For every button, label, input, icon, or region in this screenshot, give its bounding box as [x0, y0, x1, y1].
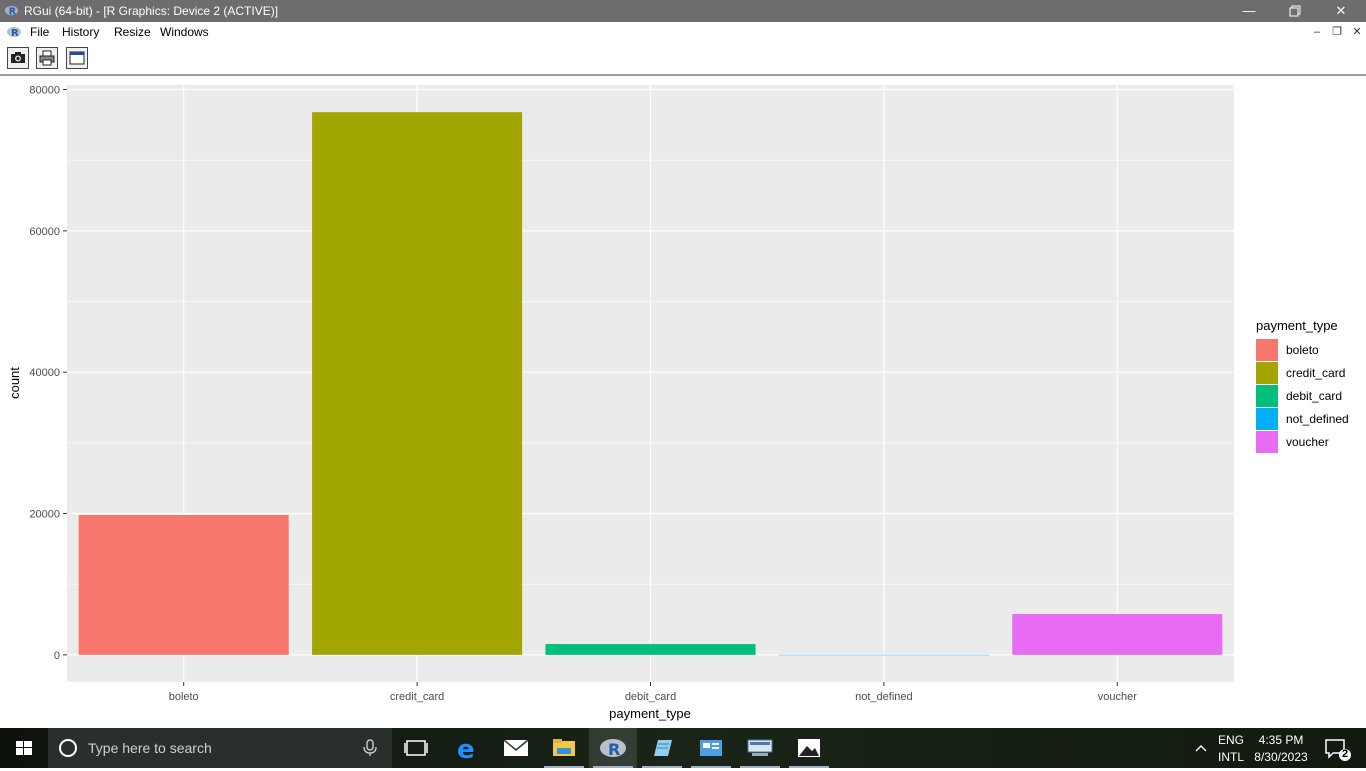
microphone-icon[interactable]	[362, 739, 378, 757]
control-panel-icon[interactable]	[687, 728, 735, 768]
language-code: ENG	[1214, 733, 1248, 747]
menu-windows[interactable]: Windows	[160, 25, 209, 39]
svg-text:R: R	[9, 6, 17, 17]
y-axis-title: count	[7, 367, 22, 399]
camera-icon[interactable]	[7, 47, 29, 69]
bar-boleto	[79, 515, 289, 655]
legend-label: credit_card	[1286, 366, 1345, 380]
task-view-icon[interactable]	[392, 728, 440, 768]
legend-key-boleto	[1256, 339, 1278, 361]
notification-center-icon[interactable]: 2	[1318, 728, 1358, 768]
toolbar	[0, 43, 1366, 76]
windows-start-icon[interactable]	[0, 728, 48, 768]
close-icon[interactable]: ✕	[1318, 0, 1364, 22]
legend-key-not-defined	[1256, 408, 1278, 430]
language-indicator[interactable]: ENG INTL	[1214, 728, 1248, 768]
printer-icon[interactable]	[36, 47, 58, 69]
window-title: RGui (64-bit) - [R Graphics: Device 2 (A…	[24, 4, 278, 18]
cortana-icon	[58, 738, 78, 758]
mdi-minimize-icon[interactable]: –	[1309, 25, 1325, 39]
notification-count: 2	[1342, 748, 1348, 760]
y-tick-label: 0	[54, 650, 60, 662]
legend-label: boleto	[1286, 343, 1319, 357]
clock-time: 4:35 PM	[1250, 733, 1312, 747]
clock[interactable]: 4:35 PM 8/30/2023	[1250, 728, 1312, 768]
taskbar-search-box[interactable]: Type here to search	[48, 728, 392, 768]
bar-credit-card	[312, 112, 522, 655]
legend-key-credit-card	[1256, 362, 1278, 384]
show-hidden-icons-chevron-icon[interactable]	[1190, 728, 1212, 768]
legend-title: payment_type	[1256, 318, 1338, 333]
x-tick-label: boleto	[169, 691, 199, 703]
y-tick-label: 80000	[29, 85, 60, 97]
legend-key-voucher	[1256, 431, 1278, 453]
legend-label: voucher	[1286, 435, 1329, 449]
mdi-restore-icon[interactable]: ❐	[1329, 25, 1345, 39]
menu-file[interactable]: File	[30, 25, 49, 39]
y-tick-label: 20000	[29, 509, 60, 521]
legend-key-debit-card	[1256, 385, 1278, 407]
edge-icon[interactable]: e	[443, 728, 491, 768]
mdi-close-icon[interactable]: ✕	[1349, 25, 1365, 39]
legend-label: debit_card	[1286, 389, 1342, 403]
svg-text:R: R	[608, 740, 620, 759]
menu-history[interactable]: History	[62, 25, 99, 39]
x-axis-title: payment_type	[609, 706, 691, 721]
legend-label: not_defined	[1286, 412, 1349, 426]
notepad-icon[interactable]	[638, 728, 686, 768]
bar-debit-card	[545, 644, 755, 655]
svg-text:e: e	[457, 735, 475, 765]
y-axis: 0 20000 40000 60000 80000	[29, 85, 67, 662]
mail-icon[interactable]	[492, 728, 540, 768]
r-icon[interactable]: R	[589, 728, 637, 768]
network-icon[interactable]	[736, 728, 784, 768]
x-tick-label: debit_card	[625, 691, 676, 703]
keyboard-layout: INTL	[1214, 750, 1248, 764]
legend: payment_type boleto credit_card debit_card…	[1256, 318, 1349, 453]
x-tick-label: credit_card	[390, 691, 444, 703]
taskbar: Type here to search e R ENG INTL	[0, 728, 1366, 768]
window-icon[interactable]	[66, 47, 88, 69]
file-explorer-icon[interactable]	[540, 728, 588, 768]
y-tick-label: 40000	[29, 367, 60, 379]
r-logo-icon[interactable]: R	[6, 25, 22, 39]
bar-voucher	[1012, 614, 1222, 655]
menu-bar: R File History Resize Windows – ❐ ✕	[0, 22, 1366, 43]
search-placeholder: Type here to search	[88, 740, 212, 756]
x-tick-label: not_defined	[855, 691, 913, 703]
photos-icon[interactable]	[785, 728, 833, 768]
restore-icon[interactable]	[1272, 0, 1318, 22]
r-app-icon[interactable]: R	[4, 3, 19, 18]
svg-text:R: R	[11, 28, 19, 39]
x-tick-label: voucher	[1098, 691, 1137, 703]
clock-date: 8/30/2023	[1250, 750, 1312, 764]
y-tick-label: 60000	[29, 226, 60, 238]
window-title-bar[interactable]: R RGui (64-bit) - [R Graphics: Device 2 …	[0, 0, 1366, 22]
minimize-icon[interactable]: —	[1226, 0, 1272, 22]
x-axis: boleto credit_card debit_card not_defined vo…	[169, 682, 1137, 703]
menu-resize[interactable]: Resize	[114, 25, 151, 39]
